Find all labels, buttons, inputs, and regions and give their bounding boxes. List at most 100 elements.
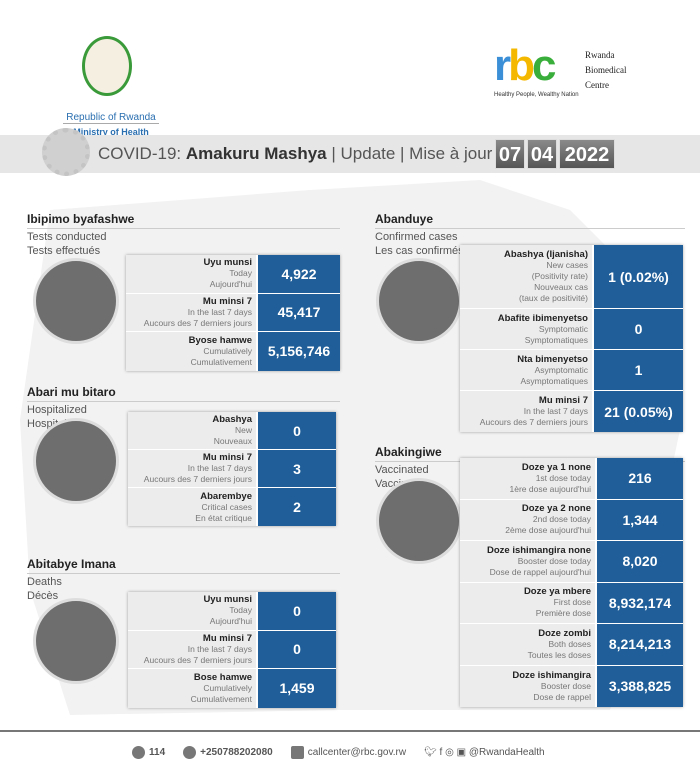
row-label: Mu minsi 7 In the last 7 days Aucours des … xyxy=(460,391,592,432)
row-value: 1,344 xyxy=(595,499,683,540)
row-value: 2 xyxy=(256,488,336,526)
republic-of-rwanda-text: Republic of Rwanda xyxy=(63,112,159,124)
table-row: Bose hamwe Cumulatively Cumulativement 1,45… xyxy=(128,669,336,708)
rbc-logo: rbc xyxy=(494,41,557,90)
row-value: 1 xyxy=(592,350,683,390)
row-value: 216 xyxy=(595,458,683,499)
row-value: 8,214,213 xyxy=(595,624,683,665)
phone-icon xyxy=(132,746,145,759)
phone-number[interactable]: +250788202080 xyxy=(200,747,273,759)
table-row: Mu minsi 7 In the last 7 days Aucours des … xyxy=(126,293,340,332)
virus-icon xyxy=(42,128,90,176)
row-label: Abashya New Nouveaux xyxy=(128,412,256,449)
table-row: Doze zombi Both doses Toutes les doses 8,21… xyxy=(460,624,683,666)
row-label: Abashya (Ijanisha) New cases (Positivity r… xyxy=(460,245,592,308)
row-value: 3 xyxy=(256,450,336,487)
table-row: Mu minsi 7 In the last 7 days Aucours des … xyxy=(128,630,336,669)
tests-subtitle: Tests conducted Tests effectués xyxy=(27,231,107,257)
twitter-icon: 🐦︎ xyxy=(424,747,437,758)
row-value: 1,459 xyxy=(256,669,336,708)
table-row: Nta bimenyetso Asymptomatic Asymptomatique… xyxy=(460,350,683,391)
row-label: Nta bimenyetso Asymptomatic Asymptomatique… xyxy=(460,350,592,390)
instagram-icon: ◎ xyxy=(445,747,454,758)
rbc-name: Rwanda Biomedical Centre xyxy=(585,50,627,90)
date-year: 2022 xyxy=(559,139,615,169)
hospitalized-divider xyxy=(27,401,340,402)
person-virus-icon xyxy=(376,258,462,344)
facebook-icon: f xyxy=(439,747,443,758)
test-tube-icon xyxy=(33,258,119,344)
row-label: Doze ishimangira none Booster dose today D… xyxy=(460,541,595,582)
row-label: Mu minsi 7 In the last 7 days Aucours des … xyxy=(126,293,256,331)
row-value: 21 (0.05%) xyxy=(592,391,683,432)
row-label: Doze ya mbere First dose Première dose xyxy=(460,582,595,623)
row-value: 8,020 xyxy=(595,541,683,582)
syringe-icon xyxy=(376,478,462,564)
rwanda-coat-of-arms-logo xyxy=(82,36,132,96)
table-row: Doze ya mbere First dose Première dose 8,93… xyxy=(460,582,683,624)
table-row: Doze ishimangira none Booster dose today D… xyxy=(460,541,683,583)
tests-heading: Ibipimo byafashwe xyxy=(27,212,135,226)
row-label: Uyu munsi Today Aujourd'hui xyxy=(126,255,256,293)
row-value: 8,932,174 xyxy=(595,582,683,623)
row-label: Doze ishimangira Booster dose Dose de rapp… xyxy=(460,665,595,707)
table-row: Doze ya 1 none 1st dose today 1ère dose au… xyxy=(460,458,683,500)
vaccinated-heading: Abakingiwe xyxy=(375,445,442,459)
row-value: 5,156,746 xyxy=(256,332,340,371)
table-row: Abarembye Critical cases En état critique 2 xyxy=(128,488,336,526)
deaths-subtitle: Deaths Décès xyxy=(27,576,62,602)
row-label: Doze ya 2 none 2nd dose today 2ème dose au… xyxy=(460,499,595,540)
hotline[interactable]: 114 xyxy=(149,747,166,759)
table-row: Abashya (Ijanisha) New cases (Positivity r… xyxy=(460,245,683,309)
vaccinated-table: Doze ya 1 none 1st dose today 1ère dose au… xyxy=(460,458,683,707)
table-row: Mu minsi 7 In the last 7 days Aucours des … xyxy=(460,391,683,432)
row-value: 3,388,825 xyxy=(595,665,683,707)
table-row: Uyu munsi Today Aujourd'hui 0 xyxy=(128,592,336,631)
row-label: Doze ya 1 none 1st dose today 1ère dose au… xyxy=(460,458,595,499)
table-row: Abashya New Nouveaux 0 xyxy=(128,412,336,450)
row-value: 0 xyxy=(256,592,336,630)
row-label: Byose hamwe Cumulatively Cumulativement xyxy=(126,332,256,371)
tests-divider xyxy=(27,228,340,229)
table-row: Abafite ibimenyetso Symptomatic Symptomati… xyxy=(460,309,683,350)
row-value: 1 (0.02%) xyxy=(592,245,683,308)
row-label: Abarembye Critical cases En état critique xyxy=(128,488,256,526)
row-label: Doze zombi Both doses Toutes les doses xyxy=(460,624,595,665)
email-icon xyxy=(290,746,304,759)
table-row: Uyu munsi Today Aujourd'hui 4,922 xyxy=(126,255,340,294)
row-label: Mu minsi 7 In the last 7 days Aucours des … xyxy=(128,630,256,668)
rbc-slogan: Healthy People, Wealthy Nation xyxy=(494,92,579,98)
row-value: 45,417 xyxy=(256,293,340,331)
row-value: 0 xyxy=(256,630,336,668)
gravestone-icon xyxy=(33,598,119,684)
row-value: 4,922 xyxy=(256,255,340,293)
row-label: Abafite ibimenyetso Symptomatic Symptomati… xyxy=(460,309,592,349)
row-value: 0 xyxy=(256,412,336,449)
deaths-heading: Abitabye Imana xyxy=(27,557,116,571)
footer-divider xyxy=(0,730,700,732)
hospitalized-heading: Abari mu bitaro xyxy=(27,385,116,399)
date-day: 07 xyxy=(495,139,525,169)
page-title: COVID-19: Amakuru Mashya | Update | Mise… xyxy=(98,144,493,163)
confirmed-divider xyxy=(375,228,685,229)
row-label: Bose hamwe Cumulatively Cumulativement xyxy=(128,669,256,708)
tests-table: Uyu munsi Today Aujourd'hui 4,922 Mu minsi 7… xyxy=(126,255,340,371)
social-handle[interactable]: @RwandaHealth xyxy=(468,747,545,758)
date-month: 04 xyxy=(527,139,557,169)
confirmed-heading: Abanduye xyxy=(375,212,434,226)
table-row: Mu minsi 7 In the last 7 days Aucours des … xyxy=(128,450,336,488)
confirmed-subtitle: Confirmed cases Les cas confirmés xyxy=(375,231,464,257)
email-link[interactable]: callcenter@rbc.gov.rw xyxy=(307,747,407,759)
table-row: Byose hamwe Cumulatively Cumulativement 5,1… xyxy=(126,332,340,371)
deaths-table: Uyu munsi Today Aujourd'hui 0 Mu minsi 7 In t… xyxy=(128,592,336,708)
ministry-of-health-text: Ministry of Health xyxy=(73,127,149,137)
deaths-divider xyxy=(27,573,340,574)
whatsapp-icon xyxy=(183,746,197,759)
youtube-icon: ▣ xyxy=(456,747,467,758)
hospitalized-table: Abashya New Nouveaux 0 Mu minsi 7 In the last… xyxy=(128,412,336,526)
footer-contacts: 114 +250788202080 callcenter@rbc.gov.rw … xyxy=(132,746,545,759)
table-row: Doze ya 2 none 2nd dose today 2ème dose au… xyxy=(460,499,683,541)
row-label: Mu minsi 7 In the last 7 days Aucours des … xyxy=(128,450,256,487)
row-label: Uyu munsi Today Aujourd'hui xyxy=(128,592,256,630)
table-row: Doze ishimangira Booster dose Dose de rapp… xyxy=(460,665,683,707)
